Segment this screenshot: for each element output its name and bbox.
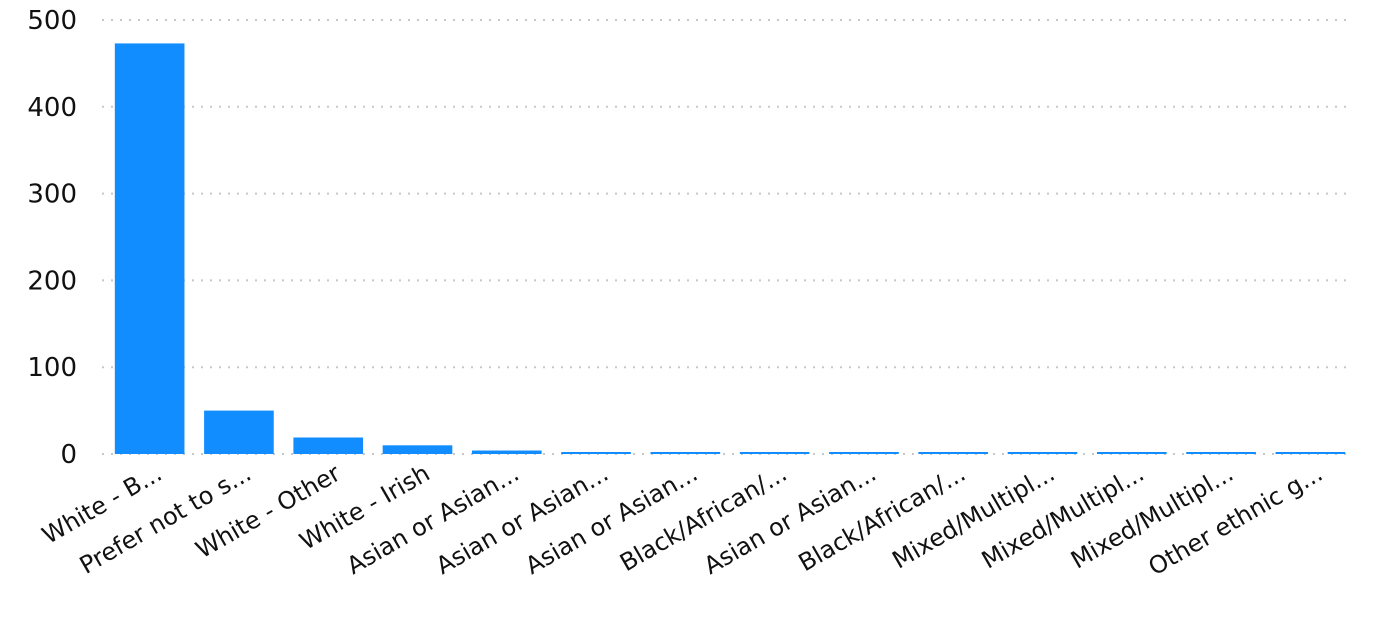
y-tick-label: 500: [27, 6, 77, 36]
bar[interactable]: [829, 452, 899, 454]
x-axis-labels: White - B...Prefer not to s...White - Ot…: [37, 459, 1327, 581]
bar[interactable]: [650, 452, 721, 454]
bar[interactable]: [382, 445, 453, 454]
y-tick-label: 300: [27, 180, 77, 210]
bar[interactable]: [204, 410, 274, 454]
bar[interactable]: [1186, 452, 1256, 454]
bar[interactable]: [739, 452, 810, 454]
y-axis-ticks: 0 100 200 300 400 500: [27, 6, 77, 470]
bar[interactable]: [293, 437, 364, 454]
y-tick-label: 100: [27, 353, 77, 383]
bar[interactable]: [561, 452, 631, 454]
bar[interactable]: [471, 450, 542, 454]
bars: [114, 43, 1346, 454]
gridlines: [102, 19, 1352, 455]
bar[interactable]: [1007, 452, 1078, 454]
y-tick-label: 200: [27, 266, 77, 296]
bar[interactable]: [1096, 452, 1167, 454]
y-tick-label: 0: [60, 440, 77, 470]
bar[interactable]: [918, 452, 989, 454]
y-tick-label: 400: [27, 93, 77, 123]
bar[interactable]: [1275, 452, 1346, 454]
bar[interactable]: [114, 43, 185, 454]
